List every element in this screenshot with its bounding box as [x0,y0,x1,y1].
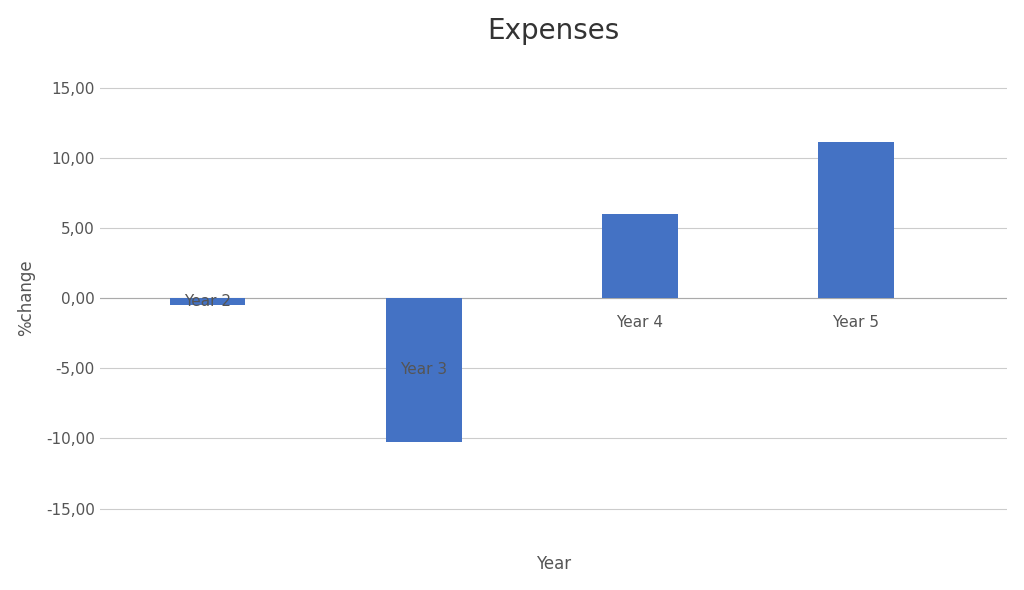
Bar [602,214,678,298]
Bar [170,298,246,305]
Text: Year 4: Year 4 [616,315,664,330]
Bar [386,298,462,442]
Bar [818,142,894,298]
Text: Year 3: Year 3 [400,362,447,378]
Text: Year 5: Year 5 [833,315,880,330]
Text: Year 2: Year 2 [184,294,231,309]
Y-axis label: %change: %change [16,260,35,336]
Title: Expenses: Expenses [487,17,620,45]
X-axis label: Year: Year [536,555,571,573]
